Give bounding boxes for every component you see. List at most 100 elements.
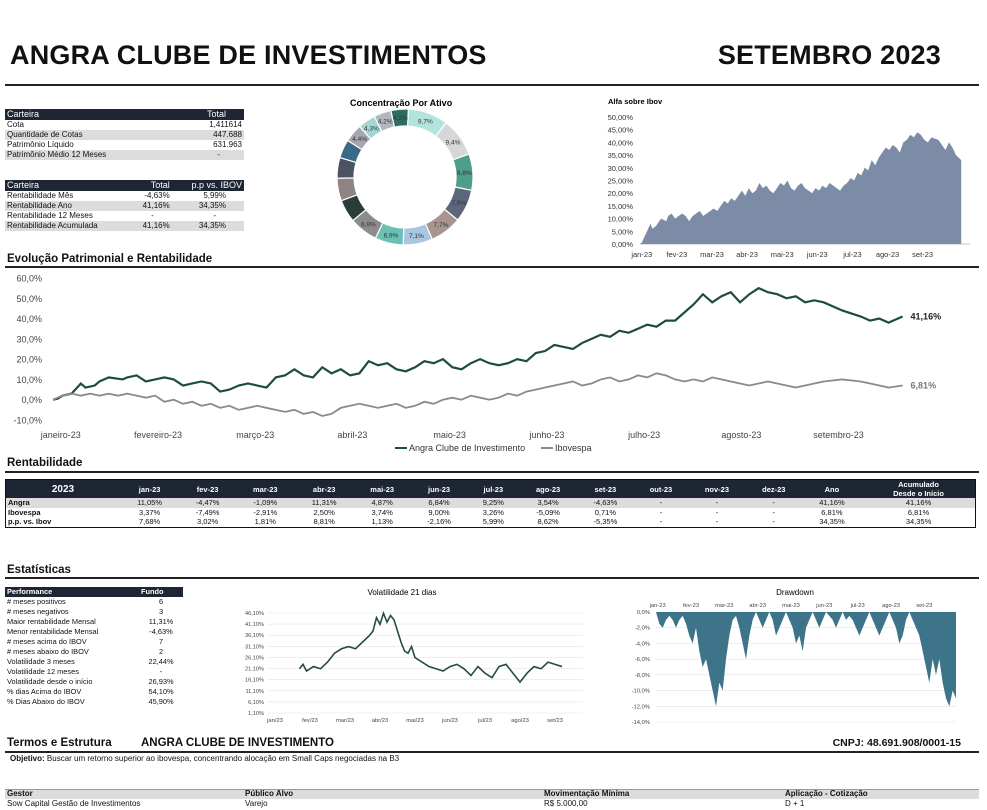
rent-cell: -1,09%	[236, 498, 295, 508]
alfa-ytick-label: 30,00%	[608, 164, 634, 173]
donut-slice-label: 4,3%	[364, 125, 379, 132]
donut-slice-label: 6,9%	[384, 232, 399, 239]
rentabilidade-table: 2023 jan-23 fev-23 mar-23 abr-23 mai-23 …	[5, 479, 976, 528]
rent-row-ibovespa: Ibovespa 3,37% -7,49% -2,91% 2,50% 3,74% 9,00%…	[6, 508, 976, 518]
evo-end-label: 41,16%	[911, 312, 942, 322]
rent-cell: -	[772, 507, 776, 517]
vol-xtick-label: jul/23	[477, 718, 492, 724]
dd-xtick-label: jun-23	[815, 603, 832, 609]
perf-header-value: Fundo	[139, 587, 183, 597]
report-period: SETEMBRO 2023	[717, 40, 941, 70]
evo-xtick-label: setembro-23	[813, 430, 864, 440]
rent-row-label: Ibovespa	[8, 507, 41, 517]
rent-summary-header-label: Carteira	[5, 180, 131, 191]
alfa-xtick-label: mai-23	[771, 250, 794, 259]
evo-legend-label: Angra Clube de Investimento	[409, 443, 525, 453]
carteira-row-label: Patrimônio Líquido	[7, 140, 74, 149]
perf-row: Menor rentabilidade Mensal -4,63%	[5, 627, 183, 637]
rent-acum-line2: Desde o Início	[893, 489, 944, 498]
rent-month-header: mar-23	[236, 479, 295, 498]
termos-section-title: Termos e Estrutura	[7, 737, 112, 749]
alfa-area	[640, 132, 962, 244]
vol-xtick-label: mai/23	[406, 718, 423, 724]
vol-xtick-label: ago/23	[511, 718, 529, 724]
rent-cell: -5,09%	[536, 507, 560, 517]
rent-cell: -	[659, 517, 663, 526]
perf-row: % dias Acima do IBOV 54,10%	[5, 687, 183, 697]
donut-slice-label: 9,7%	[418, 119, 433, 126]
carteira-table: Carteira Total Cota 1,411614 Quantidade de…	[5, 109, 244, 160]
donut-title: Concentração Por Ativo	[350, 98, 453, 108]
vol-ytick-label: 11,10%	[245, 689, 264, 695]
perf-label: # meses negativos	[7, 607, 69, 616]
evo-ytick-label: 10,0%	[16, 375, 42, 385]
alfa-xtick-label: ago-23	[876, 250, 899, 259]
carteira-header-total: Total	[178, 109, 244, 120]
dd-xtick-label: abr-23	[749, 603, 766, 609]
perf-row: Maior rentabilidade Mensal 11,31%	[5, 617, 183, 627]
evo-ytick-label: 40,0%	[16, 314, 42, 324]
dd-ytick-label: -2,0%	[635, 626, 650, 632]
perf-header-label: Performance	[5, 587, 139, 597]
vol-ytick-label: 36,10%	[245, 633, 264, 639]
dd-ytick-label: -14,0%	[632, 720, 650, 726]
alfa-xtick-label: fev-23	[666, 250, 687, 259]
rent-month-header: out-23	[633, 479, 689, 498]
rent-cell: -4,63%	[576, 498, 634, 508]
perf-value: 2	[158, 647, 164, 656]
perf-row: Volatilidade 3 meses 22,44%	[5, 657, 183, 667]
rent-cell: 11,31%	[294, 498, 354, 508]
rent-cell: -	[633, 498, 689, 508]
evolucao-divider	[5, 266, 979, 268]
evo-ytick-label: 50,0%	[16, 294, 42, 304]
evo-ytick-label: 60,0%	[16, 274, 42, 284]
donut-slice-label: 4,4%	[352, 136, 367, 143]
rent-summary-pp: -	[213, 211, 216, 220]
rent-cell: 3,74%	[371, 507, 393, 517]
rent-summary-pp: 34,35%	[171, 221, 244, 231]
alfa-xtick-label: abr-23	[736, 250, 758, 259]
carteira-row-label: Quantidade de Cotas	[5, 130, 179, 140]
perf-label: Volatilidade desde o início	[7, 677, 93, 686]
donut-slice-label: 7,7%	[434, 222, 449, 229]
perf-label: Volatilidade 12 meses	[7, 667, 79, 676]
donut-slice-label: 7,9%	[451, 200, 466, 207]
rent-cell: 3,26%	[482, 507, 504, 517]
donut-slice-label: 8,8%	[457, 170, 472, 177]
perf-value: -	[159, 667, 163, 676]
dd-xtick-label: set-23	[916, 603, 932, 609]
footer-aplicacao-header: Aplicação - Cotização	[785, 789, 868, 798]
dd-xtick-label: fev-23	[683, 603, 699, 609]
rent-summary-total: -4,63%	[144, 191, 170, 200]
carteira-row-value: 447.688	[178, 130, 244, 140]
evo-series-line	[52, 286, 903, 401]
evo-xtick-label: abril-23	[337, 430, 367, 440]
rent-month-header: jul-23	[467, 479, 520, 498]
rent-ano-cell: 6,81%	[821, 507, 843, 517]
donut-slice-label: 7,1%	[409, 233, 424, 240]
rent-summary-header-total: Total	[130, 180, 172, 191]
perf-label: % Dias Abaixo do IBOV	[7, 697, 85, 706]
rentabilidade-divider	[5, 471, 979, 473]
rent-cell: 8,81%	[313, 517, 335, 526]
perf-row: # meses abaixo do IBOV 2	[5, 647, 183, 657]
alfa-ytick-label: 5,00%	[612, 227, 634, 236]
dd-xtick-label: jan-23	[649, 603, 666, 609]
evo-ytick-label: 0,0%	[21, 395, 42, 405]
vol-ytick-label: 31,10%	[245, 644, 264, 650]
vol-xtick-label: set/23	[547, 718, 563, 724]
evolucao-line-chart: -10,0% 0,0% 10,0% 20,0% 30,0% 40,0% 50,0% 60,0%…	[13, 274, 942, 454]
rent-cell: 1,13%	[371, 517, 393, 526]
alfa-xtick-label: set-23	[912, 250, 933, 259]
donut-slice-label: 4,2%	[378, 118, 393, 125]
rent-cell: 6,84%	[410, 498, 468, 508]
dd-xtick-label: jul-23	[850, 603, 865, 609]
alfa-ytick-label: 50,00%	[608, 113, 634, 122]
rent-ano-cell: 34,35%	[819, 517, 845, 526]
rent-row-angra: Angra 11,05% -4,47% -1,09% 11,31% 4,87% 6,84% 9…	[5, 498, 976, 508]
perf-value: 54,10%	[148, 687, 174, 696]
rent-cell: -	[715, 517, 719, 526]
rent-acum-cell: 41,16%	[862, 498, 976, 508]
perf-label: Volatilidade 3 meses	[7, 657, 75, 666]
footer-gestor-header: Gestor	[7, 789, 33, 798]
